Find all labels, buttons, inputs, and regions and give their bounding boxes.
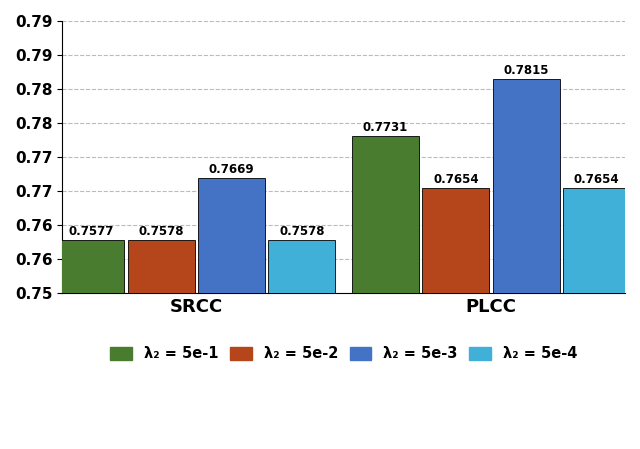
Text: 0.7654: 0.7654 [573,173,620,186]
Bar [563,188,630,293]
Text: 0.7578: 0.7578 [279,224,324,238]
Bar [268,240,335,293]
Bar [127,240,195,293]
Bar [58,240,124,293]
Text: 0.7731: 0.7731 [363,121,408,134]
Text: 0.7654: 0.7654 [433,173,479,186]
Text: 0.7578: 0.7578 [138,224,184,238]
Bar [493,79,560,293]
Legend: λ₂ = 5e-1, λ₂ = 5e-2, λ₂ = 5e-3, λ₂ = 5e-4: λ₂ = 5e-1, λ₂ = 5e-2, λ₂ = 5e-3, λ₂ = 5e… [104,340,583,367]
Bar [352,136,419,293]
Text: 0.7669: 0.7669 [209,163,254,176]
Bar [198,178,265,293]
Text: 0.7577: 0.7577 [68,225,113,238]
Text: 0.7815: 0.7815 [504,64,549,77]
Bar [422,188,490,293]
